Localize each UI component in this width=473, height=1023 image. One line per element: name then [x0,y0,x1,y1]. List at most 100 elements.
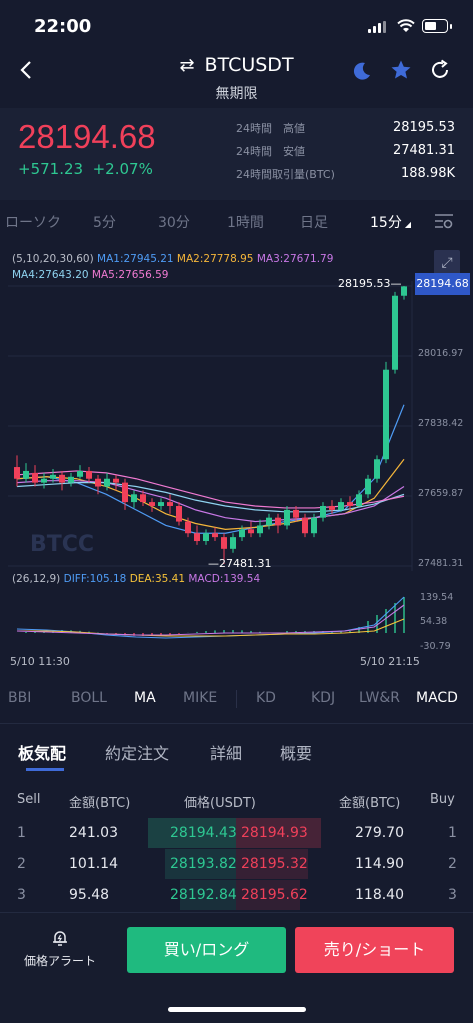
chart-watermark: BTCC [30,532,94,557]
ob-buy-amount: 279.70 [355,825,404,841]
ind-ma[interactable]: MA [134,690,156,706]
fullscreen-icon[interactable]: ⤢ [434,250,460,276]
stat-label-volume: 24時間取引量(BTC) [236,168,335,181]
ob-header-price: 価格(USDT) [184,796,256,811]
candle [383,369,389,460]
high-marker-value: 28195.53 [338,277,391,290]
tab-orderbook[interactable]: 板気配 [18,744,67,763]
ob-bid-price[interactable]: 28194.43 [170,825,237,841]
ma3-value: MA3:27671.79 [256,253,334,265]
chart-canvas[interactable]: BTCC [0,246,473,676]
candle [140,494,146,503]
macd-axis-2: 54.38 [420,616,448,627]
time-label-start: 5/10 11:30 [10,655,70,668]
change-abs: +571.23 [18,160,84,178]
ind-macd[interactable]: MACD [416,690,458,706]
ob-bid-price[interactable]: 28193.82 [170,856,237,872]
candle [86,470,92,479]
candle [50,474,56,479]
candle [59,474,65,483]
tab-details[interactable]: 詳細 [210,744,243,763]
candle [212,533,218,538]
tab-overview[interactable]: 概要 [280,744,313,763]
status-time: 22:00 [34,16,92,37]
ma5-value: MA5:27656.59 [91,269,169,281]
ob-ask-price[interactable]: 28194.93 [241,825,308,841]
candle [104,478,110,487]
tf-candle[interactable]: ローソク [5,215,61,231]
depth-bar-bid [148,818,236,848]
night-mode-icon[interactable] [351,60,373,82]
symbol-selector[interactable]: ⇄ BTCUSDT [0,54,473,76]
candle [257,525,263,534]
candle [365,478,371,495]
price-alert-label: 価格アラート [23,954,96,968]
candle [131,494,137,503]
back-icon[interactable] [18,60,34,80]
price-chart[interactable]: BTCC (5,10,20,30,60) MA1:27945.21 MA2:27… [0,246,473,676]
candle [158,502,164,506]
tf-15m-label: 15分 [370,215,402,231]
candle [149,502,155,506]
ob-header-sell-amount: 金額(BTC) [69,796,131,811]
candle [68,476,74,483]
ma2-value: MA2:27778.95 [176,253,254,265]
refresh-icon[interactable] [429,59,451,81]
tf-5m[interactable]: 5分 [93,215,116,231]
stat-label-low: 24時間 安値 [236,145,305,158]
buy-long-button[interactable]: 買い/ロング [127,927,286,973]
price-change: +571.23 +2.07% [18,160,153,178]
ma1-line [16,404,405,534]
ob-row-index: 2 [448,856,457,872]
low-marker: —27481.31 [208,557,272,570]
low-marker-value: 27481.31 [219,557,272,570]
macd-diff: DIFF:105.18 [63,573,127,585]
ma4-line [16,482,405,513]
macd-legend: (26,12,9) DIFF:105.18 DEA:35.41 MACD:139… [12,573,260,585]
price-alert-button[interactable]: 価格アラート [10,928,110,972]
candle [23,470,29,479]
contract-type: 無期限 [215,86,258,102]
sell-short-button[interactable]: 売り/ショート [295,927,454,973]
candle [122,482,128,503]
ind-lwr[interactable]: LW&R [359,690,401,706]
candle [338,502,344,510]
ind-bbi[interactable]: BBI [8,690,32,706]
ob-header-sell: Sell [17,792,41,807]
ob-ask-price[interactable]: 28195.62 [241,887,308,903]
candle [392,295,398,370]
signal-icon [368,21,388,33]
candle [401,286,407,296]
favorite-star-icon[interactable] [390,59,412,81]
candle [167,502,173,506]
axis-price-3: 27659.87 [418,488,464,499]
tf-1d[interactable]: 日足 [300,215,328,231]
candle [41,478,47,483]
ma5-line [16,470,405,509]
axis-price-1: 28016.97 [418,348,464,359]
ma3-line [16,480,405,523]
macd-signal-line [16,604,405,636]
ind-boll[interactable]: BOLL [71,690,107,706]
axis-price-2: 27838.42 [418,418,464,429]
candle [347,502,353,506]
ob-buy-amount: 114.90 [355,856,404,872]
axis-price-4: 27481.31 [418,558,464,569]
tab-underline [26,768,64,771]
ind-kd[interactable]: KD [256,690,276,706]
ob-ask-price[interactable]: 28195.32 [241,856,308,872]
ob-bid-price[interactable]: 28192.84 [170,887,237,903]
chart-settings-icon[interactable] [434,212,454,230]
current-price-tag: 28194.68 [415,273,470,295]
tf-30m[interactable]: 30分 [158,215,190,231]
ind-mike[interactable]: MIKE [183,690,218,706]
stat-value-high: 28195.53 [392,120,455,135]
macd-dea: DEA:35.41 [129,573,186,585]
tf-1h[interactable]: 1時間 [227,215,264,231]
ob-row-index: 2 [17,856,26,872]
tab-trades[interactable]: 約定注文 [105,744,170,763]
ind-kdj[interactable]: KDJ [311,690,336,706]
stat-label-high: 24時間 高値 [236,122,305,135]
tf-15m-selected[interactable]: 15分 ◢ [370,212,411,232]
depth-bar-ask [236,849,308,879]
